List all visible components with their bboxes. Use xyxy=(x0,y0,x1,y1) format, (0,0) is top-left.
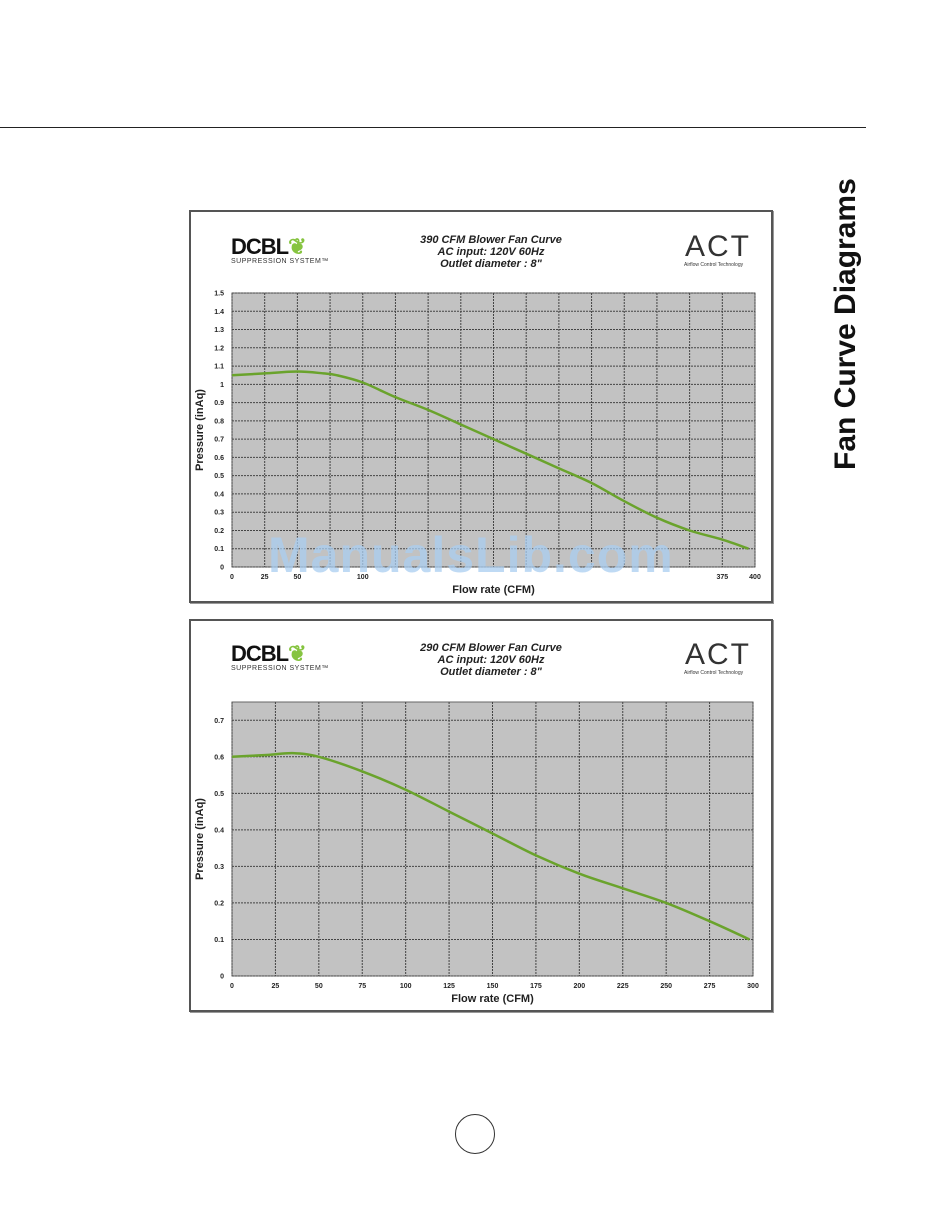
fan-curve-line xyxy=(231,751,751,941)
y-tick-label: 0.6 xyxy=(214,754,224,761)
x-tick-label: 300 xyxy=(747,983,759,990)
x-tick-label: 0 xyxy=(230,983,234,990)
y-tick-label: 1.3 xyxy=(214,327,224,334)
x-tick-label: 100 xyxy=(400,983,412,990)
x-tick-label: 50 xyxy=(293,574,301,581)
act-logo: ACT xyxy=(685,638,751,671)
y-tick-label: 1.4 xyxy=(214,309,224,316)
page-number-circle xyxy=(455,1114,495,1154)
x-axis-label: Flow rate (CFM) xyxy=(451,993,534,1005)
header-rule xyxy=(0,127,866,128)
y-tick-label: 0.6 xyxy=(214,455,224,462)
act-logo: ACT xyxy=(685,230,751,263)
fan-curve-chart-390: 0 25 50 100 375 400 0 0.1 0.2 0.3 0.4 0.5 0.6 0.7 0.8 0… xyxy=(194,291,761,597)
y-tick-label: 0.8 xyxy=(214,418,224,425)
x-tick-label: 175 xyxy=(530,983,542,990)
x-tick-label: 50 xyxy=(315,983,323,990)
act-logo-subtitle: Airflow Control Technology xyxy=(684,262,744,268)
act-logo-subtitle: Airflow Control Technology xyxy=(684,670,744,676)
dcbl-logo-subtitle: SUPPRESSION SYSTEM™ xyxy=(231,258,329,265)
x-tick-label: 250 xyxy=(660,983,672,990)
y-axis-label: Pressure (inAq) xyxy=(194,798,206,880)
x-axis-label: Flow rate (CFM) xyxy=(452,584,535,596)
leaf-icon: ❦ xyxy=(288,641,306,666)
y-tick-label: 0.3 xyxy=(214,510,224,517)
x-tick-label: 225 xyxy=(617,983,629,990)
x-tick-label: 100 xyxy=(357,574,369,581)
x-tick-label: 0 xyxy=(230,574,234,581)
y-tick-label: 0.1 xyxy=(214,546,224,553)
y-tick-label: 1.5 xyxy=(214,291,224,298)
dcbl-logo: DCBL❦ xyxy=(231,234,307,259)
y-tick-label: 1 xyxy=(220,382,224,389)
chart-title: 290 CFM Blower Fan Curve AC input: 120V … xyxy=(420,642,562,678)
y-tick-label: 0.9 xyxy=(214,400,224,407)
x-tick-label: 400 xyxy=(749,574,761,581)
y-tick-label: 0.3 xyxy=(214,864,224,871)
chart-title: 390 CFM Blower Fan Curve AC input: 120V … xyxy=(420,234,562,270)
y-tick-label: 0.5 xyxy=(214,791,224,798)
y-tick-label: 0.7 xyxy=(214,718,224,725)
x-tick-label: 200 xyxy=(573,983,585,990)
y-tick-label: 0.2 xyxy=(214,528,224,535)
leaf-icon: ❦ xyxy=(288,234,306,259)
y-tick-label: 0.7 xyxy=(214,437,224,444)
y-axis-label: Pressure (inAq) xyxy=(194,389,206,471)
x-tick-label: 275 xyxy=(704,983,716,990)
chart-panel-390cfm: DCBL❦ SUPPRESSION SYSTEM™ 390 CFM Blower… xyxy=(189,210,773,603)
section-title: Fan Curve Diagrams xyxy=(829,178,862,470)
y-tick-label: 1.2 xyxy=(214,345,224,352)
fan-curve-chart-290: 0 25 50 75 100 125 150 175 200 225 250 275 300 0 0.1 0.… xyxy=(194,701,759,1005)
y-tick-label: 0.4 xyxy=(214,827,224,834)
y-tick-label: 0 xyxy=(220,565,224,572)
watermark: ManualsLib.com xyxy=(268,527,674,583)
y-tick-label: 0.2 xyxy=(214,900,224,907)
y-tick-label: 0.5 xyxy=(214,473,224,480)
x-tick-label: 375 xyxy=(716,574,728,581)
x-tick-label: 25 xyxy=(261,574,269,581)
x-tick-label: 75 xyxy=(358,983,366,990)
x-tick-label: 150 xyxy=(487,983,499,990)
dcbl-logo-subtitle: SUPPRESSION SYSTEM™ xyxy=(231,665,329,672)
dcbl-logo: DCBL❦ xyxy=(231,641,307,666)
chart-panel-290cfm: DCBL❦ SUPPRESSION SYSTEM™ 290 CFM Blower… xyxy=(189,619,773,1012)
x-tick-label: 125 xyxy=(443,983,455,990)
x-tick-label: 25 xyxy=(272,983,280,990)
y-tick-label: 0.1 xyxy=(214,937,224,944)
fan-curve-line xyxy=(231,370,749,550)
y-tick-label: 0.4 xyxy=(214,491,224,498)
y-tick-label: 0 xyxy=(220,974,224,981)
y-tick-label: 1.1 xyxy=(214,364,224,371)
